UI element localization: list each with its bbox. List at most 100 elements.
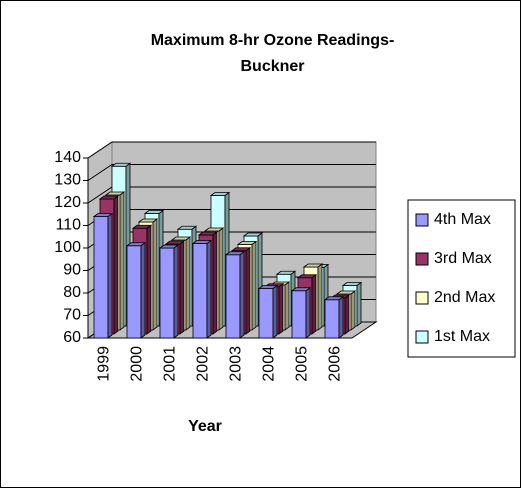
bar-front [291,290,307,339]
bar-top [335,290,357,295]
bar-side [173,244,179,339]
y-tick-label: 70 [63,307,81,324]
bar-side [218,227,224,331]
y-tick-label: 130 [54,172,81,189]
bar-top [323,296,345,301]
bar-top [110,162,132,167]
bar-front [258,288,274,339]
bar-front [159,247,175,339]
legend-label: 1st Max [434,328,490,345]
bar-side [206,239,212,339]
bar-side [113,195,119,335]
bar-side [278,282,284,335]
bar-top [290,287,312,292]
bar-front [324,299,340,339]
bar-side [284,281,290,331]
bar-side [317,263,323,331]
bar-side [152,218,158,331]
bar [323,295,345,339]
bar-side [212,231,218,335]
bar-top [137,218,159,223]
grid-line [87,164,376,181]
bar-side [146,224,152,335]
bar-side [305,286,311,339]
bar-side [356,281,362,327]
bar-side [179,240,185,335]
bar [224,250,246,339]
bar-front [126,245,142,339]
bar-top [209,192,231,196]
legend-swatch [415,291,429,305]
bar [125,241,147,339]
bar-top [224,251,246,256]
bar-top [197,231,219,236]
legend-swatch [415,252,429,266]
x-tick-label: 2001 [162,346,179,382]
legend-label: 4th Max [434,211,491,228]
bar-top [236,241,258,245]
bar-side [350,290,356,331]
bar-top [170,236,192,241]
bar-front [225,254,241,339]
x-tick-label: 2002 [195,346,212,382]
x-tick-label: 2006 [327,346,344,382]
bar-top [92,213,114,217]
legend-swatch [415,213,429,227]
bar-side [245,246,251,335]
bar-front [93,216,109,339]
y-tick-label: 110 [55,217,81,234]
y-tick-label: 120 [54,194,81,211]
bar-side [119,191,125,331]
bar-side [239,250,245,339]
y-tick-label: 80 [63,284,81,301]
bar-top [230,247,252,252]
bar-top [302,263,324,268]
legend-label: 2nd Max [434,289,495,306]
x-tick-label: 1999 [96,346,113,382]
y-tick-label: 100 [54,239,81,256]
bar-side [107,212,113,339]
x-axis-title: Year [188,418,222,435]
bar-top [143,210,165,214]
bar [191,239,213,339]
legend-label: 3rd Max [434,250,492,267]
chart-title: Maximum 8-hr Ozone Readings-Buckner [150,32,395,75]
bar-top [242,232,264,237]
bar [290,286,312,339]
bar-side [338,295,344,339]
y-tick-label: 140 [54,149,81,166]
bar-top [176,225,198,230]
bar-side [272,284,278,339]
bar-top [275,270,297,275]
bar-top [125,242,147,247]
bar [92,212,114,339]
bar-top [341,282,363,286]
grid-line [87,141,376,159]
bar-top [104,191,126,196]
bar-side [251,240,257,331]
bar [257,284,279,339]
bar-front [192,243,208,339]
x-tick-label: 2004 [261,346,278,382]
bar-side [185,236,191,331]
y-tick-label: 60 [63,329,81,346]
x-tick-label: 2005 [294,346,311,382]
y-tick-label: 90 [63,262,81,279]
bar-top [131,224,153,229]
bar-top [296,274,318,279]
bar-top [164,240,186,245]
bar-top [158,244,180,249]
bar-top [98,195,120,200]
bar-side [344,294,350,335]
bar-top [203,227,225,232]
x-tick-label: 2000 [129,346,146,382]
bar-side [140,241,146,339]
x-tick-label: 2003 [228,346,245,382]
legend-swatch [415,330,429,344]
bar-top [191,240,213,244]
bar [158,244,180,339]
bar-side [311,273,317,335]
